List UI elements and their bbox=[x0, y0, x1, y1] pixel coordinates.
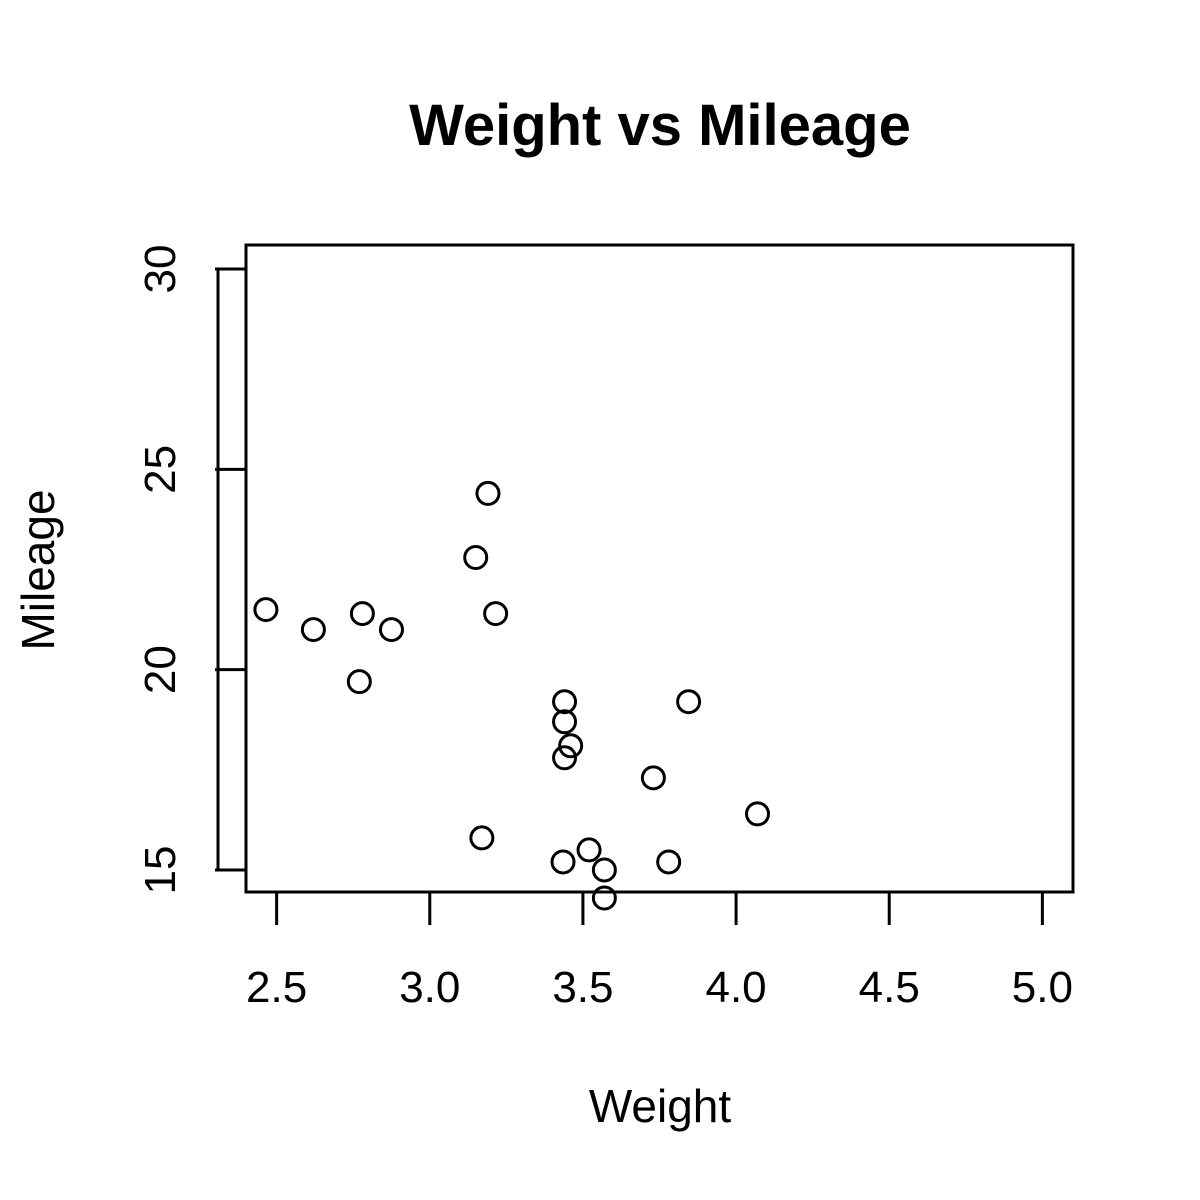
y-tick-label: 30 bbox=[136, 245, 185, 294]
x-tick-label: 4.5 bbox=[859, 963, 920, 1012]
y-tick-label: 25 bbox=[136, 445, 185, 494]
y-tick-label: 20 bbox=[136, 645, 185, 694]
x-tick-label: 3.0 bbox=[399, 963, 460, 1012]
x-tick-label: 4.0 bbox=[705, 963, 766, 1012]
data-point bbox=[550, 849, 576, 875]
plot-area bbox=[244, 243, 1075, 894]
data-point bbox=[300, 617, 326, 643]
data-point bbox=[552, 689, 578, 715]
data-point bbox=[349, 601, 375, 627]
data-point bbox=[745, 801, 771, 827]
data-point bbox=[253, 597, 279, 623]
data-point bbox=[591, 857, 617, 883]
data-point bbox=[378, 617, 404, 643]
x-tick-label: 2.5 bbox=[246, 963, 307, 1012]
x-ticks: 2.5 3.0 3.5 4.0 4.5 5.0 bbox=[246, 892, 1073, 1012]
data-point bbox=[475, 480, 501, 506]
y-ticks: 15 20 25 30 bbox=[136, 245, 246, 894]
x-tick-label: 3.5 bbox=[552, 963, 613, 1012]
data-point bbox=[576, 837, 602, 863]
x-tick-label: 5.0 bbox=[1012, 963, 1073, 1012]
data-point bbox=[469, 825, 495, 851]
data-point bbox=[483, 601, 509, 627]
data-points bbox=[253, 480, 771, 911]
y-axis-label: Mileage bbox=[12, 489, 64, 650]
data-point bbox=[676, 689, 702, 715]
data-point bbox=[346, 669, 372, 695]
data-point bbox=[552, 745, 578, 771]
data-point bbox=[463, 544, 489, 570]
data-point bbox=[656, 849, 682, 875]
data-point bbox=[552, 709, 578, 735]
data-point bbox=[558, 733, 584, 759]
y-tick-label: 15 bbox=[136, 845, 185, 894]
data-point bbox=[640, 765, 666, 791]
data-point bbox=[591, 885, 617, 911]
chart-title: Weight vs Mileage bbox=[409, 93, 911, 158]
x-axis-label: Weight bbox=[589, 1080, 732, 1132]
